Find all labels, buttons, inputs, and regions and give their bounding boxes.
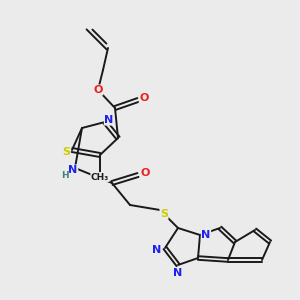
Text: S: S [160, 209, 168, 219]
Text: S: S [62, 147, 70, 157]
Text: N: N [104, 115, 114, 125]
Text: O: O [139, 93, 149, 103]
Text: N: N [152, 245, 162, 255]
Text: O: O [140, 168, 150, 178]
Text: CH₃: CH₃ [91, 172, 109, 182]
Text: H: H [61, 172, 69, 181]
Text: N: N [201, 230, 211, 240]
Text: N: N [173, 268, 183, 278]
Text: N: N [68, 165, 78, 175]
Text: O: O [93, 85, 103, 95]
